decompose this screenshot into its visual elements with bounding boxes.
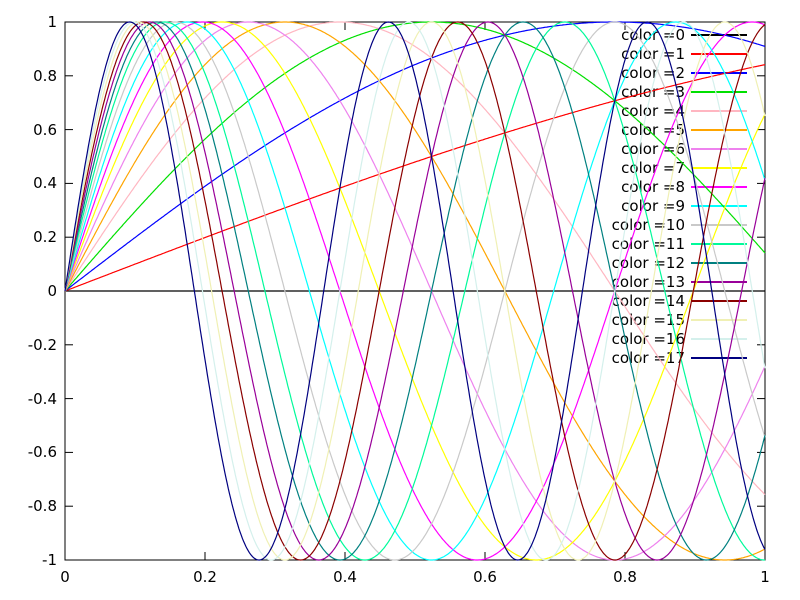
y-tick-label: 0: [47, 282, 57, 300]
legend-label: color =5: [621, 121, 685, 139]
legend-color-sample: [691, 129, 747, 131]
legend-color-sample: [691, 338, 747, 340]
legend-color-sample: [691, 91, 747, 93]
x-tick-label: 0.6: [473, 568, 497, 586]
legend-color-sample: [691, 167, 747, 169]
legend-label: color =0: [621, 26, 685, 44]
y-tick-label: 0.6: [33, 120, 57, 139]
legend-color-sample: [691, 300, 747, 302]
legend-row: color =6: [621, 140, 747, 159]
legend-label: color =14: [611, 292, 685, 310]
legend-color-sample: [691, 53, 747, 55]
legend-row: color =11: [612, 235, 747, 254]
legend-color-sample: [691, 224, 747, 226]
legend-label: color =6: [621, 140, 685, 158]
legend-row: color =0: [621, 26, 747, 45]
y-tick-label: 1: [47, 13, 57, 31]
legend-label: color =3: [621, 83, 685, 101]
x-tick-label: 0.4: [333, 568, 357, 586]
legend-row: color =13: [612, 273, 747, 292]
legend-color-sample: [691, 281, 747, 283]
legend-label: color =7: [621, 159, 685, 177]
legend-label: color =8: [621, 178, 685, 196]
legend-row: color =4: [621, 102, 747, 121]
legend-row: color =3: [621, 83, 747, 102]
legend-color-sample: [691, 357, 747, 359]
legend-color-sample: [691, 110, 747, 112]
y-tick-label: -1: [42, 551, 57, 569]
x-tick-label: 0: [60, 568, 70, 586]
legend-color-sample: [691, 186, 747, 188]
legend-label: color =4: [621, 102, 685, 120]
x-tick-label: 0.2: [193, 568, 217, 586]
legend-row: color =17: [612, 349, 747, 368]
y-tick-label: -0.4: [27, 389, 57, 408]
legend-label: color =10: [611, 216, 685, 234]
legend-row: color =16: [612, 330, 747, 349]
legend-label: color =12: [611, 254, 685, 272]
y-tick-label: -0.8: [27, 497, 57, 516]
legend-row: color =14: [612, 292, 747, 311]
x-tick-label: 0.8: [613, 568, 637, 586]
legend-row: color =2: [621, 64, 747, 83]
legend-row: color =12: [612, 254, 747, 273]
legend-row: color =5: [621, 121, 747, 140]
legend-row: color =7: [621, 159, 747, 178]
legend-label: color =1: [621, 45, 685, 63]
legend-color-sample: [691, 319, 747, 321]
legend-color-sample: [691, 72, 747, 74]
legend-label: color =16: [611, 330, 685, 348]
legend-label: color =17: [611, 349, 685, 367]
legend-label: color =9: [621, 197, 685, 215]
legend-color-sample: [691, 148, 747, 150]
legend-color-sample: [691, 262, 747, 264]
legend-label: color =15: [611, 311, 685, 329]
legend-row: color =15: [612, 311, 747, 330]
y-tick-label: -0.6: [27, 443, 57, 462]
legend-row: color =10: [612, 216, 747, 235]
legend-color-sample: [691, 243, 747, 245]
legend-label: color =13: [611, 273, 685, 291]
legend-color-sample: [691, 205, 747, 207]
legend-color-sample: [691, 34, 747, 36]
legend-label: color =2: [621, 64, 685, 82]
y-tick-label: 0.8: [33, 66, 57, 85]
legend-row: color =9: [621, 197, 747, 216]
legend-row: color =8: [621, 178, 747, 197]
y-tick-label: -0.2: [27, 335, 57, 354]
x-tick-label: 1: [760, 568, 770, 586]
legend-row: color =1: [621, 45, 747, 64]
legend-label: color =11: [611, 235, 685, 253]
y-tick-label: 0.2: [33, 228, 57, 247]
y-tick-label: 0.4: [33, 174, 57, 193]
